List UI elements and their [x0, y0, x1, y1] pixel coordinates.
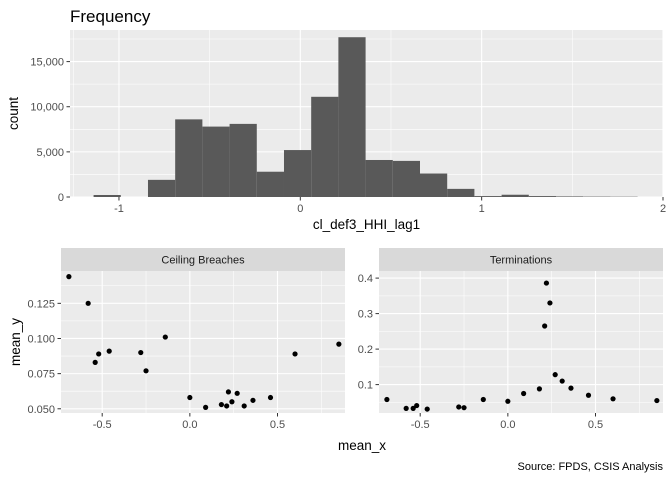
- histogram-x-tick-label: 1: [479, 203, 485, 215]
- histogram-bar: [365, 159, 393, 197]
- ceiling-breaches-point: [85, 300, 91, 306]
- scatter-y-axis-label: mean_y: [8, 318, 23, 366]
- terminations-panel: [379, 271, 663, 413]
- ceiling-breaches-point: [229, 399, 235, 405]
- histogram-bar: [147, 179, 176, 197]
- histogram-bar: [392, 160, 420, 197]
- histogram-y-tick-label: 15,000: [30, 57, 64, 69]
- ceiling-breaches-strip-label: Ceiling Breaches: [161, 255, 245, 267]
- terminations-x-tick-label: -0.5: [411, 419, 430, 431]
- ceiling-breaches-x-tick-label: 0.0: [182, 419, 197, 431]
- ceiling-breaches-strip: [61, 248, 345, 271]
- terminations-point: [521, 390, 527, 397]
- terminations-point: [424, 406, 430, 412]
- terminations-point: [461, 405, 467, 411]
- ceiling-breaches-point: [234, 390, 240, 396]
- histogram-y-tick-label: 0: [58, 192, 64, 204]
- histogram-bar: [338, 37, 366, 198]
- terminations-point: [542, 323, 548, 329]
- ceiling-breaches-point: [187, 394, 193, 401]
- source-caption: Source: FPDS, CSIS Analysis: [518, 461, 664, 473]
- histogram-bar: [93, 195, 121, 197]
- terminations-y-tick-label: 0.2: [358, 344, 373, 356]
- histogram-bar: [256, 171, 284, 197]
- histogram-bar: [283, 150, 312, 197]
- terminations-strip: [379, 248, 663, 271]
- histogram-y-tick-label: 10,000: [30, 102, 64, 114]
- ceiling-breaches-point: [267, 394, 274, 401]
- histogram-bar: [528, 196, 557, 197]
- ceiling-breaches-point: [92, 359, 98, 365]
- terminations-strip-label: Terminations: [490, 255, 553, 267]
- ceiling-breaches-point: [143, 368, 149, 374]
- ceiling-breaches-point: [225, 389, 232, 395]
- ceiling-breaches-point: [96, 351, 102, 357]
- terminations-x-tick-label: 0.0: [500, 419, 515, 431]
- histogram-x-tick-label: 0: [297, 203, 303, 215]
- terminations-point: [505, 398, 511, 404]
- histogram-bar: [447, 188, 475, 197]
- histogram-y-axis-label: count: [6, 97, 21, 130]
- terminations-y-tick-label: 0.4: [358, 273, 373, 285]
- histogram-x-tick-label: -1: [114, 203, 124, 215]
- terminations-y-tick-label: 0.3: [358, 309, 373, 321]
- histogram-x-axis-label: cl_def3_HHI_lag1: [313, 217, 420, 232]
- ceiling-breaches-point: [250, 397, 256, 403]
- ceiling-breaches-point: [336, 341, 342, 347]
- terminations-point: [384, 396, 390, 403]
- terminations-point: [547, 300, 553, 306]
- ceiling-breaches-y-tick-label: 0.100: [27, 333, 55, 345]
- ceiling-breaches-point: [292, 351, 298, 357]
- histogram-bar: [501, 194, 529, 197]
- histogram-bar: [229, 123, 257, 197]
- ceiling-breaches-point: [66, 274, 72, 280]
- ceiling-breaches-x-tick-label: -0.5: [93, 419, 112, 431]
- ceiling-breaches-point: [224, 403, 230, 409]
- scatter-x-axis-label: mean_x: [338, 438, 386, 453]
- terminations-point: [654, 397, 660, 404]
- terminations-point: [568, 385, 574, 391]
- terminations-point: [456, 404, 462, 410]
- histogram-bar: [202, 126, 230, 197]
- histogram-bar: [311, 96, 339, 197]
- ceiling-breaches-y-tick-label: 0.075: [27, 369, 55, 381]
- ceiling-breaches-x-tick-label: 0.5: [270, 419, 285, 431]
- ceiling-breaches-point: [218, 401, 225, 408]
- histogram-bar: [175, 119, 203, 197]
- terminations-point: [610, 396, 616, 402]
- terminations-point: [559, 378, 565, 384]
- histogram-x-tick-label: 2: [660, 203, 666, 215]
- histogram-title: Frequency: [70, 7, 151, 26]
- terminations-point: [414, 402, 420, 409]
- terminations-y-tick-label: 0.1: [358, 380, 373, 392]
- ceiling-breaches-panel: [61, 271, 345, 413]
- terminations-point: [480, 396, 486, 403]
- terminations-point: [552, 372, 558, 378]
- histogram-bar: [556, 196, 584, 197]
- ceiling-breaches-point: [162, 334, 168, 340]
- terminations-point: [410, 405, 416, 411]
- ceiling-breaches-y-tick-label: 0.050: [27, 404, 55, 416]
- ceiling-breaches-point: [203, 404, 209, 410]
- ceiling-breaches-point: [138, 349, 144, 356]
- histogram-bar: [419, 173, 448, 197]
- terminations-x-tick-label: 0.5: [588, 419, 603, 431]
- histogram-bar: [474, 196, 502, 197]
- terminations-point: [585, 392, 592, 398]
- histogram-y-tick-label: 5,000: [36, 147, 64, 159]
- ceiling-breaches-y-tick-label: 0.125: [27, 298, 55, 310]
- ceiling-breaches-point: [106, 348, 112, 354]
- ceiling-breaches-point: [241, 403, 247, 409]
- terminations-point: [403, 405, 409, 411]
- terminations-point: [543, 280, 550, 286]
- terminations-point: [536, 386, 543, 392]
